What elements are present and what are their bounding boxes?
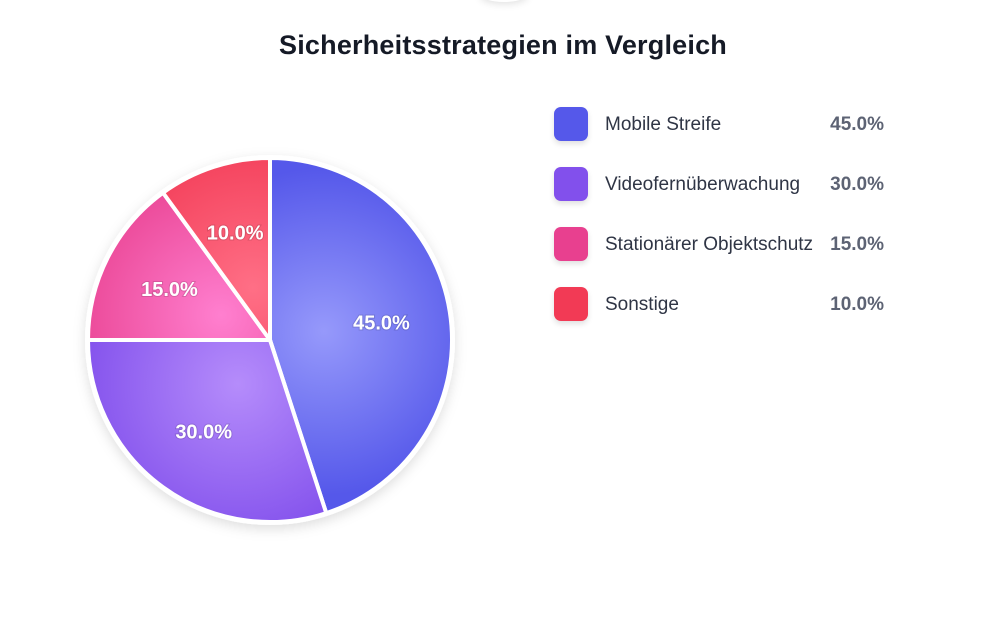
legend-swatch (554, 287, 588, 321)
legend-item[interactable]: Sonstige 10.0% (554, 287, 884, 347)
pie-slice[interactable] (161, 156, 272, 342)
legend-label: Sonstige (605, 294, 679, 315)
legend-swatch (554, 107, 588, 141)
legend-value: 30.0% (830, 174, 884, 195)
slice-label: 10.0% (207, 223, 264, 245)
legend-item[interactable]: Mobile Streife 45.0% (554, 107, 884, 167)
legend-label: Videofernüberwachung (605, 174, 801, 195)
legend-label: Mobile Streife (605, 114, 722, 135)
pie-slice[interactable] (268, 156, 454, 516)
legend: Mobile Streife 45.0% Videofernüberwachun… (554, 107, 884, 347)
legend-swatch (554, 227, 588, 261)
slice-label: 45.0% (353, 312, 410, 334)
legend-label: Stationärer Objektschutz (605, 234, 814, 255)
legend-swatch (554, 167, 588, 201)
legend-value: 45.0% (830, 114, 884, 135)
slice-label: 15.0% (141, 279, 198, 301)
slice-label: 30.0% (175, 421, 232, 443)
pie-slice[interactable] (86, 338, 329, 524)
pie-slice[interactable] (86, 190, 272, 342)
legend-item[interactable]: Videofernüberwachung 30.0% (554, 167, 884, 227)
legend-value: 10.0% (830, 294, 884, 315)
legend-item[interactable]: Stationärer Objektschutz 15.0% (554, 227, 884, 287)
legend-value: 15.0% (830, 234, 884, 255)
chart-title: Sicherheitsstrategien im Vergleich (279, 30, 727, 60)
